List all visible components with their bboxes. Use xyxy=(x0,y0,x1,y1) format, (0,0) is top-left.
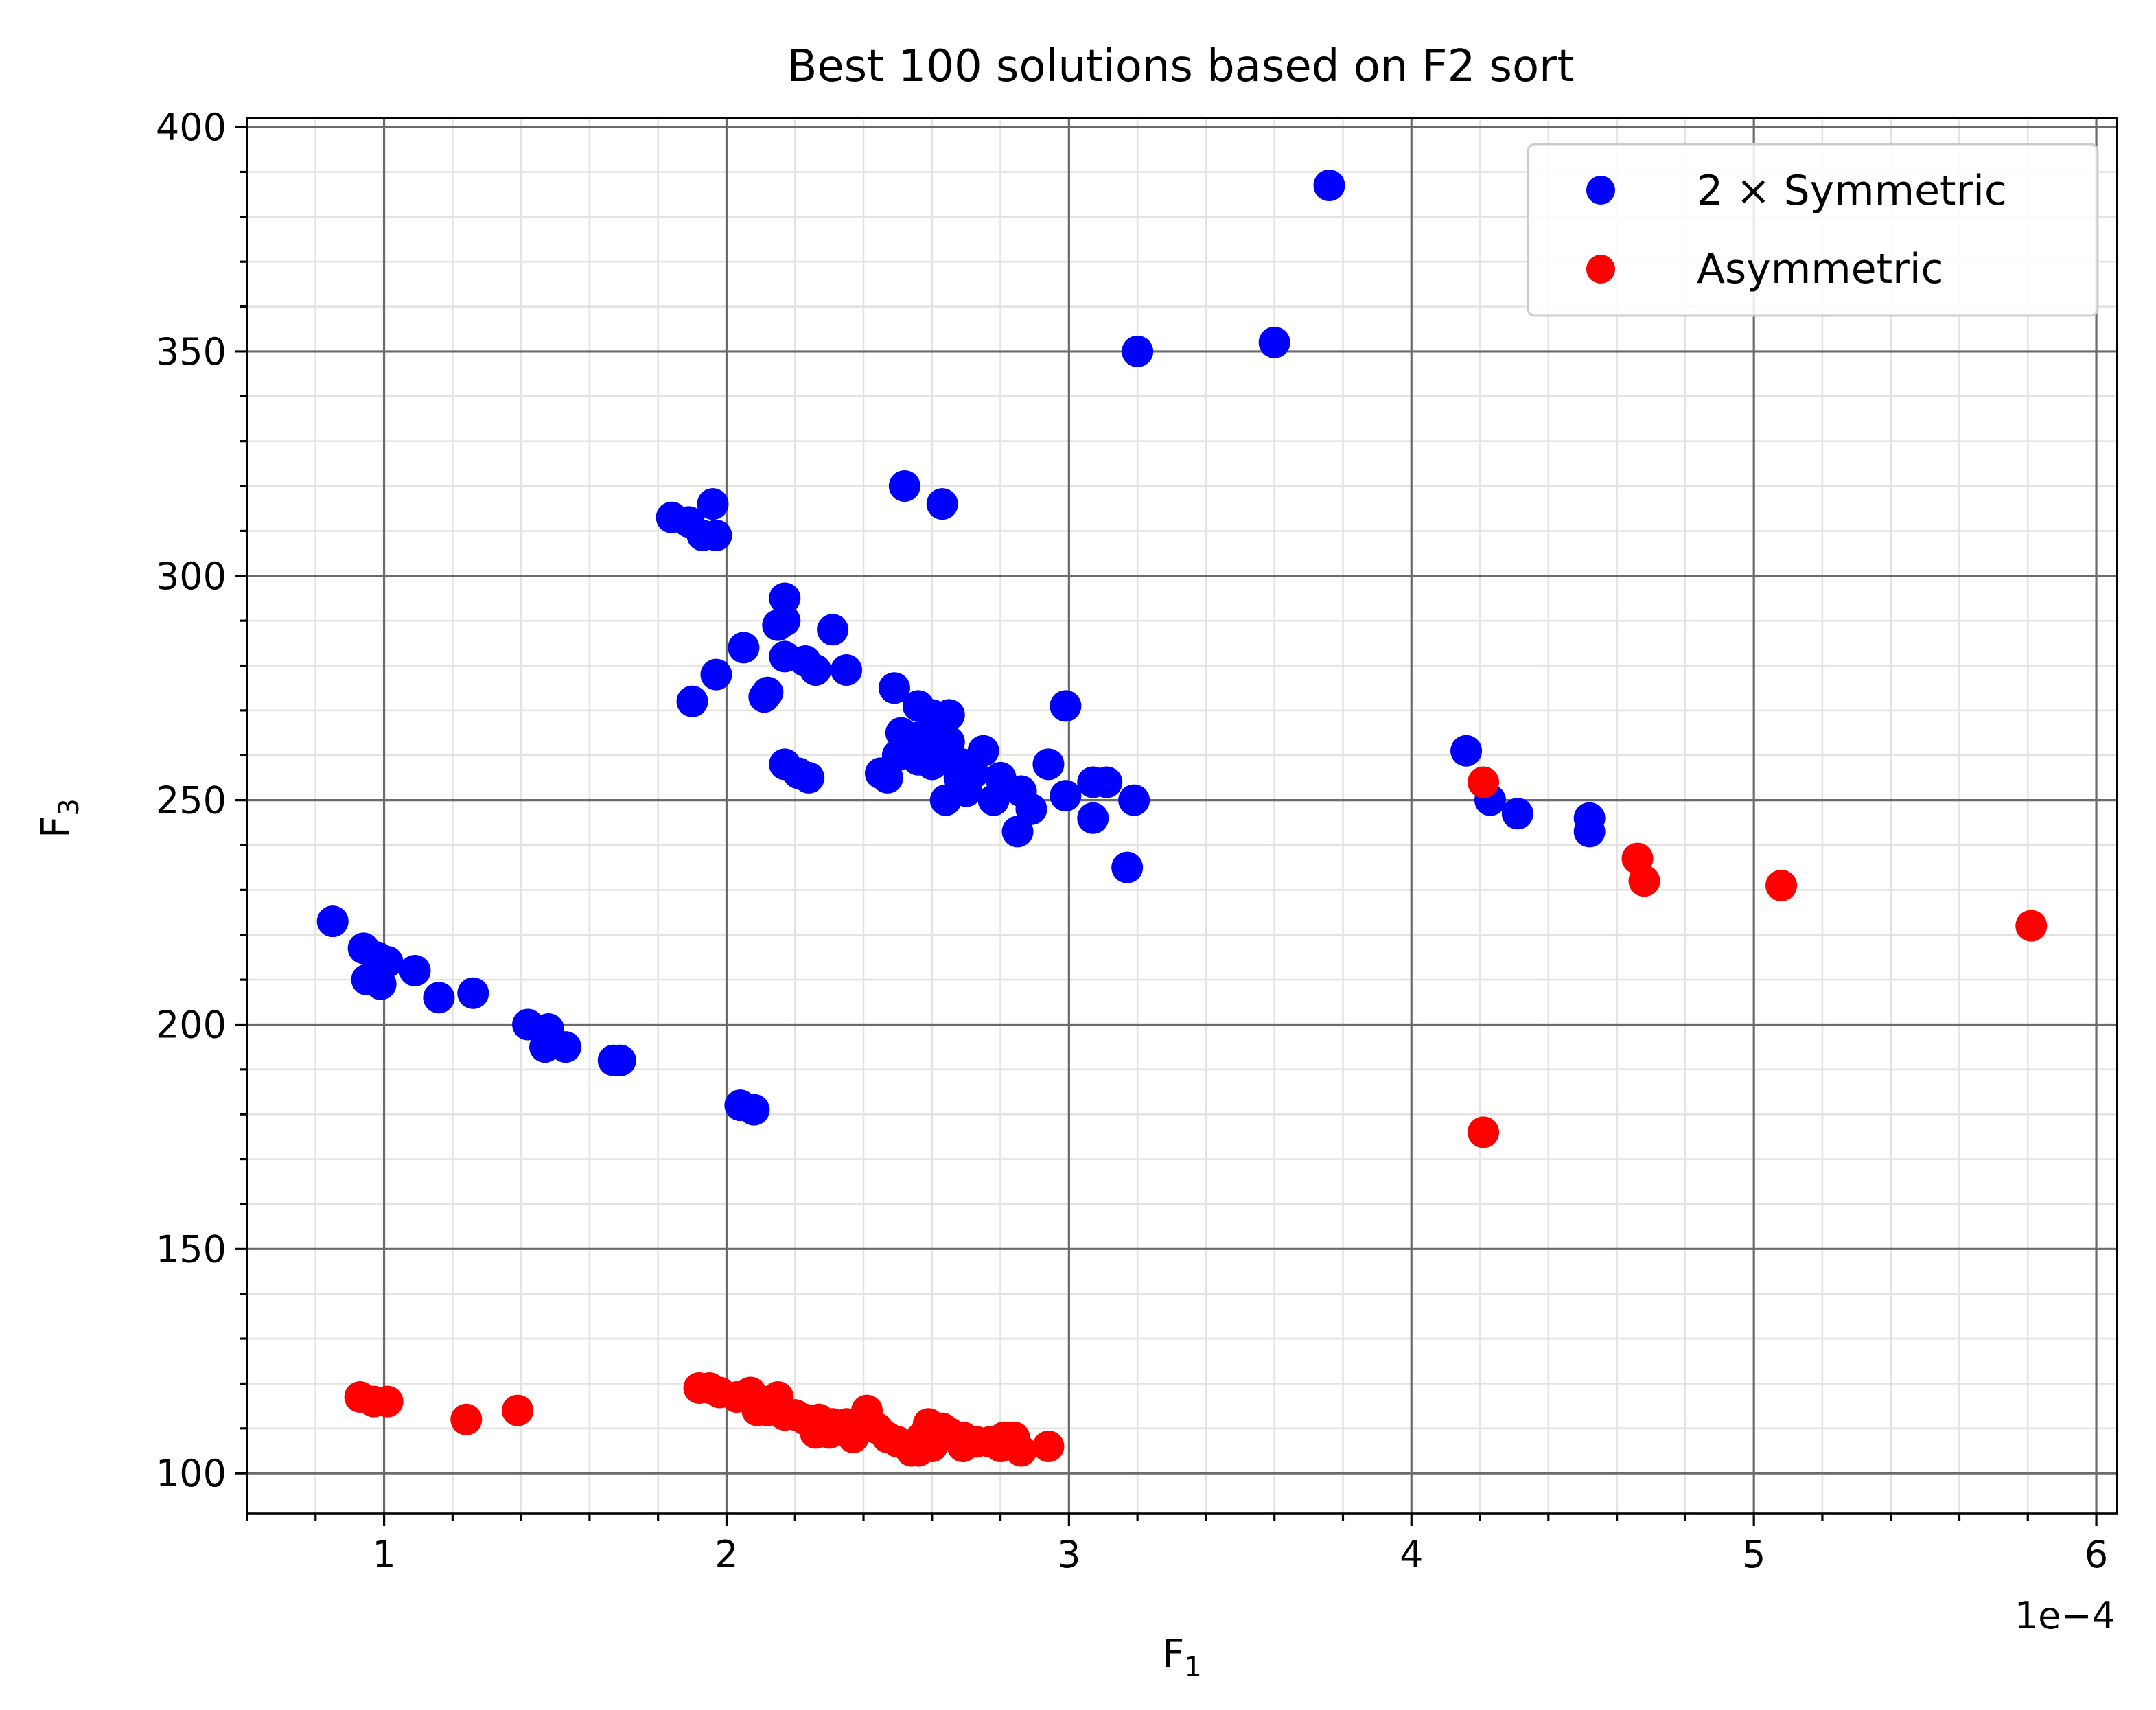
legend-label-symmetric: 2 × Symmetric xyxy=(1697,167,2007,215)
data-point xyxy=(2015,910,2048,942)
x-tick-label: 3 xyxy=(1057,1533,1080,1576)
data-point xyxy=(1050,780,1082,812)
series-symmetric xyxy=(316,170,1606,1126)
data-point xyxy=(1573,816,1606,848)
data-point xyxy=(700,658,732,691)
data-point xyxy=(1450,735,1483,767)
data-point xyxy=(762,609,794,641)
data-point xyxy=(871,761,903,794)
chart-title: Best 100 solutions based on F2 sort xyxy=(787,41,1574,92)
data-point xyxy=(1122,335,1154,367)
x-offset-text: 1e−4 xyxy=(2015,1594,2116,1637)
legend: 2 × Symmetric Asymmetric xyxy=(1527,143,2099,317)
data-point xyxy=(800,654,832,686)
data-point xyxy=(1077,802,1109,834)
data-point xyxy=(769,582,801,614)
data-point xyxy=(1050,690,1082,722)
data-point xyxy=(1111,851,1144,883)
data-point xyxy=(423,982,455,1014)
y-tick-label: 300 xyxy=(156,555,227,598)
data-point xyxy=(1313,170,1345,202)
data-point xyxy=(929,784,962,816)
data-point xyxy=(1118,784,1150,816)
data-point xyxy=(1501,798,1533,830)
y-tick-label: 200 xyxy=(156,1003,227,1046)
legend-marker-symmetric xyxy=(1586,176,1615,205)
data-point xyxy=(1091,766,1123,798)
plot-frame xyxy=(246,117,2118,1515)
x-tick-label: 6 xyxy=(2085,1533,2108,1576)
data-point xyxy=(837,1421,870,1453)
series-asymmetric xyxy=(344,766,2048,1467)
data-point xyxy=(1032,1430,1065,1462)
data-point xyxy=(364,968,397,1000)
x-tick-label: 2 xyxy=(715,1533,738,1576)
y-tick-label: 250 xyxy=(156,779,227,822)
x-tick-label: 4 xyxy=(1400,1533,1423,1576)
y-tick-label: 100 xyxy=(156,1452,227,1495)
data-point xyxy=(977,784,1010,816)
data-point xyxy=(1765,869,1798,901)
data-point xyxy=(926,735,958,767)
data-point xyxy=(793,761,825,794)
y-tick-label: 350 xyxy=(156,330,227,373)
data-point xyxy=(1628,865,1660,897)
data-point xyxy=(676,685,708,717)
data-point xyxy=(748,681,780,713)
y-tick-labels: 100 150 200 250 300 350 400 xyxy=(156,106,227,1495)
x-axis-label-subscript: 1 xyxy=(1184,1652,1201,1683)
data-point xyxy=(316,905,349,938)
x-tick-label: 5 xyxy=(1742,1533,1765,1576)
y-tick-label: 150 xyxy=(156,1227,227,1271)
data-point xyxy=(604,1044,636,1076)
data-point xyxy=(371,1385,404,1418)
y-tick-label: 400 xyxy=(156,106,227,149)
series-layer xyxy=(316,170,2048,1467)
data-point xyxy=(549,1031,581,1063)
data-point xyxy=(1001,816,1034,848)
data-point xyxy=(450,1403,483,1435)
x-axis-label: F1 xyxy=(1162,1632,1202,1683)
data-point xyxy=(813,1417,846,1449)
data-point xyxy=(738,1094,770,1126)
y-axis-label-subscript: 3 xyxy=(54,798,85,816)
data-point xyxy=(817,614,849,646)
data-point xyxy=(888,470,920,502)
legend-marker-asymmetric xyxy=(1586,255,1615,284)
legend-frame xyxy=(1527,143,2099,317)
x-tick-labels: 1 2 3 4 5 6 xyxy=(372,1533,2108,1576)
data-point xyxy=(878,672,910,704)
y-axis-label-group: F3 xyxy=(34,798,85,838)
data-point xyxy=(926,488,958,520)
data-point xyxy=(947,1430,979,1462)
data-point xyxy=(457,977,489,1009)
data-point xyxy=(933,699,965,731)
data-point xyxy=(399,955,431,987)
data-point xyxy=(502,1394,534,1426)
data-point xyxy=(1468,1116,1500,1148)
y-axis-label: F3 xyxy=(34,798,85,838)
data-point xyxy=(1005,1435,1037,1467)
data-point xyxy=(1032,748,1065,781)
y-axis-label-main: F xyxy=(34,816,78,838)
data-point xyxy=(700,519,732,551)
data-point xyxy=(697,488,729,520)
x-tick-label: 1 xyxy=(372,1533,395,1576)
data-point xyxy=(1258,326,1290,358)
x-axis-label-main: F xyxy=(1162,1632,1184,1676)
ticks xyxy=(235,126,2098,1526)
data-point xyxy=(1468,766,1500,798)
data-point xyxy=(831,654,863,686)
data-point xyxy=(728,632,760,664)
legend-label-asymmetric: Asymmetric xyxy=(1697,245,1943,293)
data-point xyxy=(895,1435,927,1467)
